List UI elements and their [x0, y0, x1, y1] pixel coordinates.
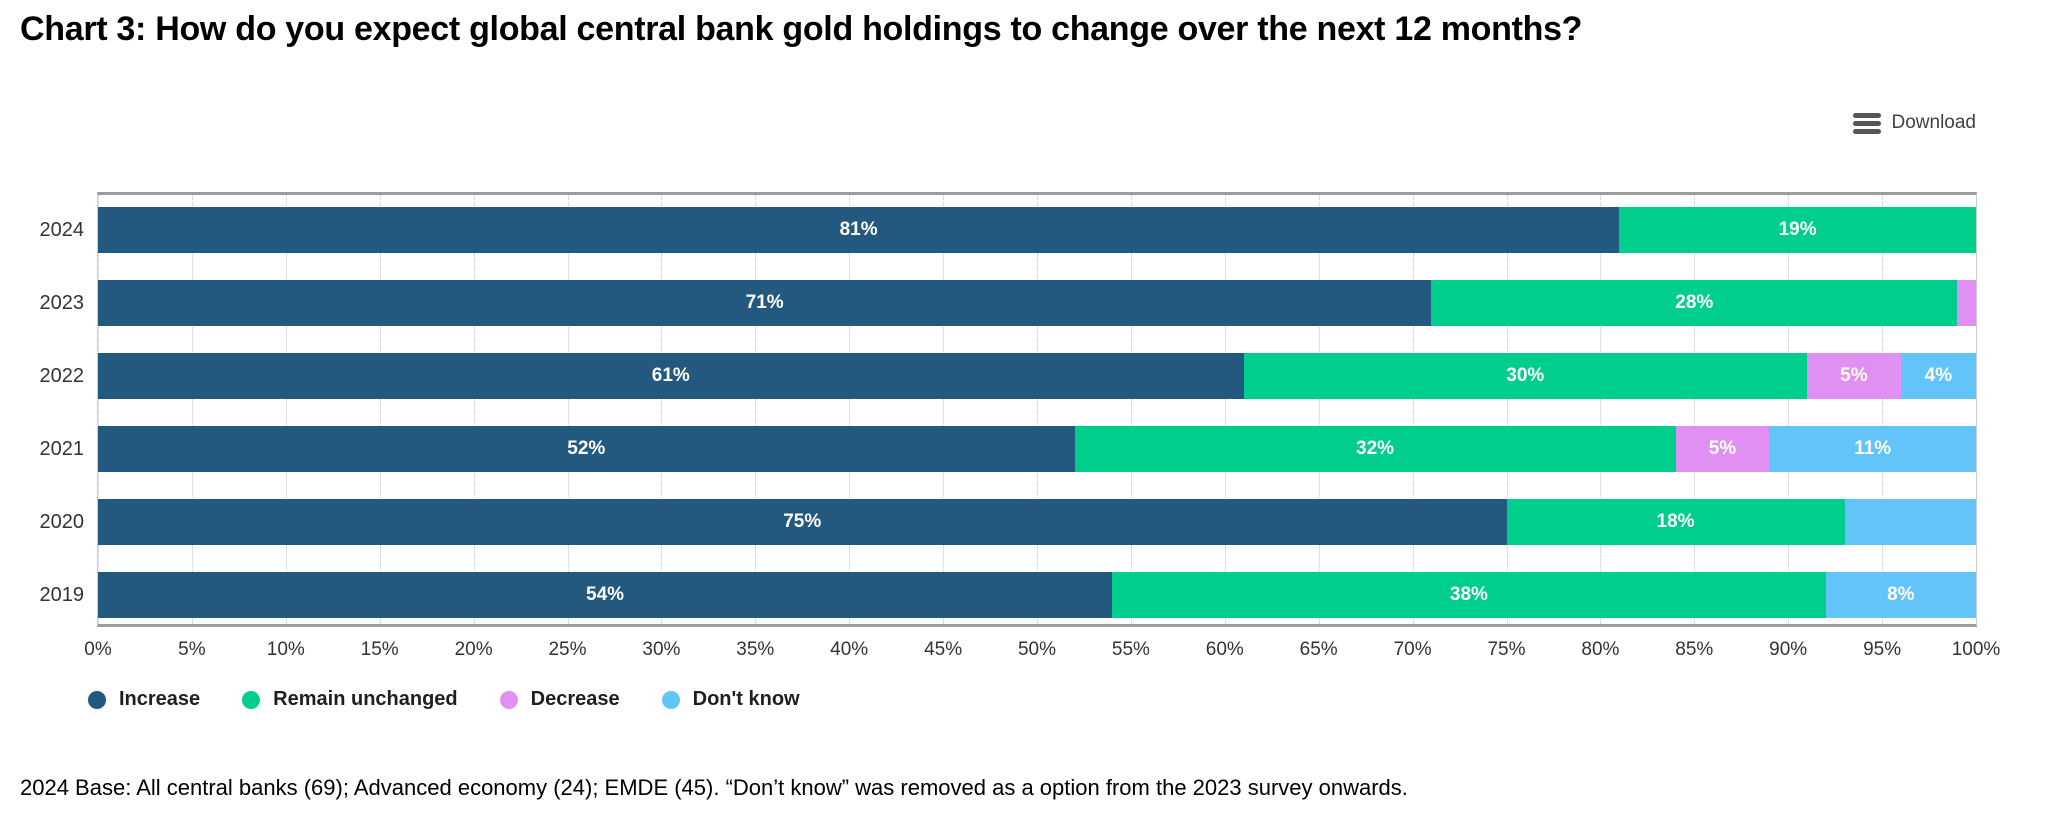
gridline	[1882, 195, 1884, 624]
x-axis-tick-label: 25%	[548, 639, 587, 660]
bar-row: 52% 32% 5% 11%	[98, 426, 1976, 472]
x-axis-tick-label: 85%	[1675, 639, 1714, 660]
bar-segment[interactable]: 18%	[1506, 499, 1845, 545]
legend-label: Decrease	[530, 688, 620, 710]
x-axis-tick-label: 5%	[178, 639, 206, 660]
bar-segment[interactable]: 38%	[1112, 572, 1826, 618]
x-axis-tick-label: 20%	[454, 639, 493, 660]
gridline	[1130, 195, 1132, 624]
gridline	[1976, 195, 1977, 624]
legend-marker-icon	[88, 690, 106, 709]
legend: Increase Remain unchanged Decrease Don't kn…	[88, 688, 800, 711]
y-axis-category-label: 2024	[39, 219, 85, 241]
bar-segment[interactable]: 4%	[1900, 353, 1976, 399]
x-axis-tick-label: 80%	[1581, 639, 1620, 660]
gridline	[1412, 195, 1414, 624]
x-axis-tick-label: 35%	[736, 639, 775, 660]
bar-segment[interactable]	[1844, 499, 1976, 545]
bar-segment[interactable]: 19%	[1619, 207, 1976, 253]
bar-segment[interactable]: 75%	[98, 499, 1507, 545]
x-axis-tick-label: 15%	[360, 639, 399, 660]
gridline	[755, 195, 757, 624]
footnote: 2024 Base: All central banks (69); Advan…	[20, 775, 1408, 800]
y-axis-category-label: 2020	[39, 511, 85, 533]
bar-row: 71% 28%	[98, 280, 1976, 326]
legend-item[interactable]: Remain unchanged	[242, 688, 458, 711]
gridline	[1694, 195, 1696, 624]
gridline	[473, 195, 475, 624]
bar-segment[interactable]: 61%	[98, 353, 1244, 399]
gridline	[943, 195, 945, 624]
legend-item[interactable]: Decrease	[499, 688, 620, 711]
x-axis-tick-label: 90%	[1769, 639, 1808, 660]
gridline	[379, 195, 381, 624]
gridline	[191, 195, 193, 624]
y-axis-category-label: 2021	[39, 438, 85, 460]
chart-title: Chart 3: How do you expect global centra…	[20, 10, 1583, 48]
x-axis-tick-label: 30%	[642, 639, 681, 660]
bar-segment[interactable]: 28%	[1431, 280, 1958, 326]
bar-segment[interactable]: 71%	[98, 280, 1432, 326]
legend-label: Remain unchanged	[273, 688, 458, 710]
bar-row: 61% 30% 5% 4%	[98, 353, 1976, 399]
gridline	[1788, 195, 1790, 624]
bar-segment[interactable]: 5%	[1806, 353, 1901, 399]
x-axis-tick-label: 40%	[830, 639, 869, 660]
bar-segment[interactable]: 52%	[98, 426, 1075, 472]
y-axis-category-label: 2022	[39, 365, 85, 387]
legend-item[interactable]: Don't know	[661, 688, 800, 711]
bar-segment[interactable]: 32%	[1074, 426, 1676, 472]
gridline	[1318, 195, 1320, 624]
y-axis-category-label: 2023	[39, 292, 85, 314]
legend-marker-icon	[661, 690, 680, 709]
x-axis-tick-label: 100%	[1951, 639, 2001, 660]
hamburger-menu-icon	[1852, 112, 1881, 134]
x-axis-tick-label: 10%	[266, 639, 305, 660]
gridline	[567, 195, 569, 624]
gridline	[849, 195, 851, 624]
bar-segment[interactable]: 54%	[98, 572, 1113, 618]
bar-row: 54% 38% 8%	[98, 572, 1976, 618]
y-axis-category-label: 2019	[39, 584, 85, 606]
gridline	[661, 195, 663, 624]
bar-segment[interactable]	[1957, 280, 1976, 326]
x-axis-tick-label: 55%	[1111, 639, 1150, 660]
download-label: Download	[1891, 112, 1977, 133]
legend-marker-icon	[499, 690, 518, 709]
x-axis-tick-label: 45%	[924, 639, 963, 660]
plot-area: 81% 19% 71% 28% 61% 30% 5% 4% 52% 32% 5% 11% 75% 18% 5…	[84, 192, 2000, 660]
gridline	[1600, 195, 1602, 624]
bar-row: 75% 18%	[98, 499, 1976, 545]
x-axis-tick-label: 75%	[1487, 639, 1526, 660]
x-axis-tick-label: 50%	[1017, 639, 1057, 660]
legend-item[interactable]: Increase	[88, 688, 200, 711]
bar-row: 81% 19%	[98, 207, 1976, 253]
bar-segment[interactable]: 30%	[1243, 353, 1807, 399]
legend-marker-icon	[242, 690, 261, 709]
legend-label: Increase	[119, 688, 201, 710]
gridline	[98, 195, 99, 624]
x-axis-tick-label: 0%	[84, 639, 112, 660]
x-axis-tick-label: 70%	[1393, 639, 1432, 660]
legend-label: Don't know	[692, 688, 800, 710]
x-axis-tick-label: 95%	[1863, 639, 1902, 660]
gridline	[1037, 195, 1038, 624]
gridline	[285, 195, 287, 624]
bar-segment[interactable]: 5%	[1675, 426, 1770, 472]
bar-segment[interactable]: 81%	[98, 207, 1620, 253]
bar-segment[interactable]: 8%	[1825, 572, 1976, 618]
download-button[interactable]: Download	[1852, 112, 1977, 134]
bar-segment[interactable]: 11%	[1769, 426, 1976, 472]
gridline	[1506, 195, 1508, 624]
x-axis-tick-label: 65%	[1299, 639, 1338, 660]
x-axis-tick-label: 60%	[1205, 639, 1244, 660]
gridline	[1224, 195, 1226, 624]
